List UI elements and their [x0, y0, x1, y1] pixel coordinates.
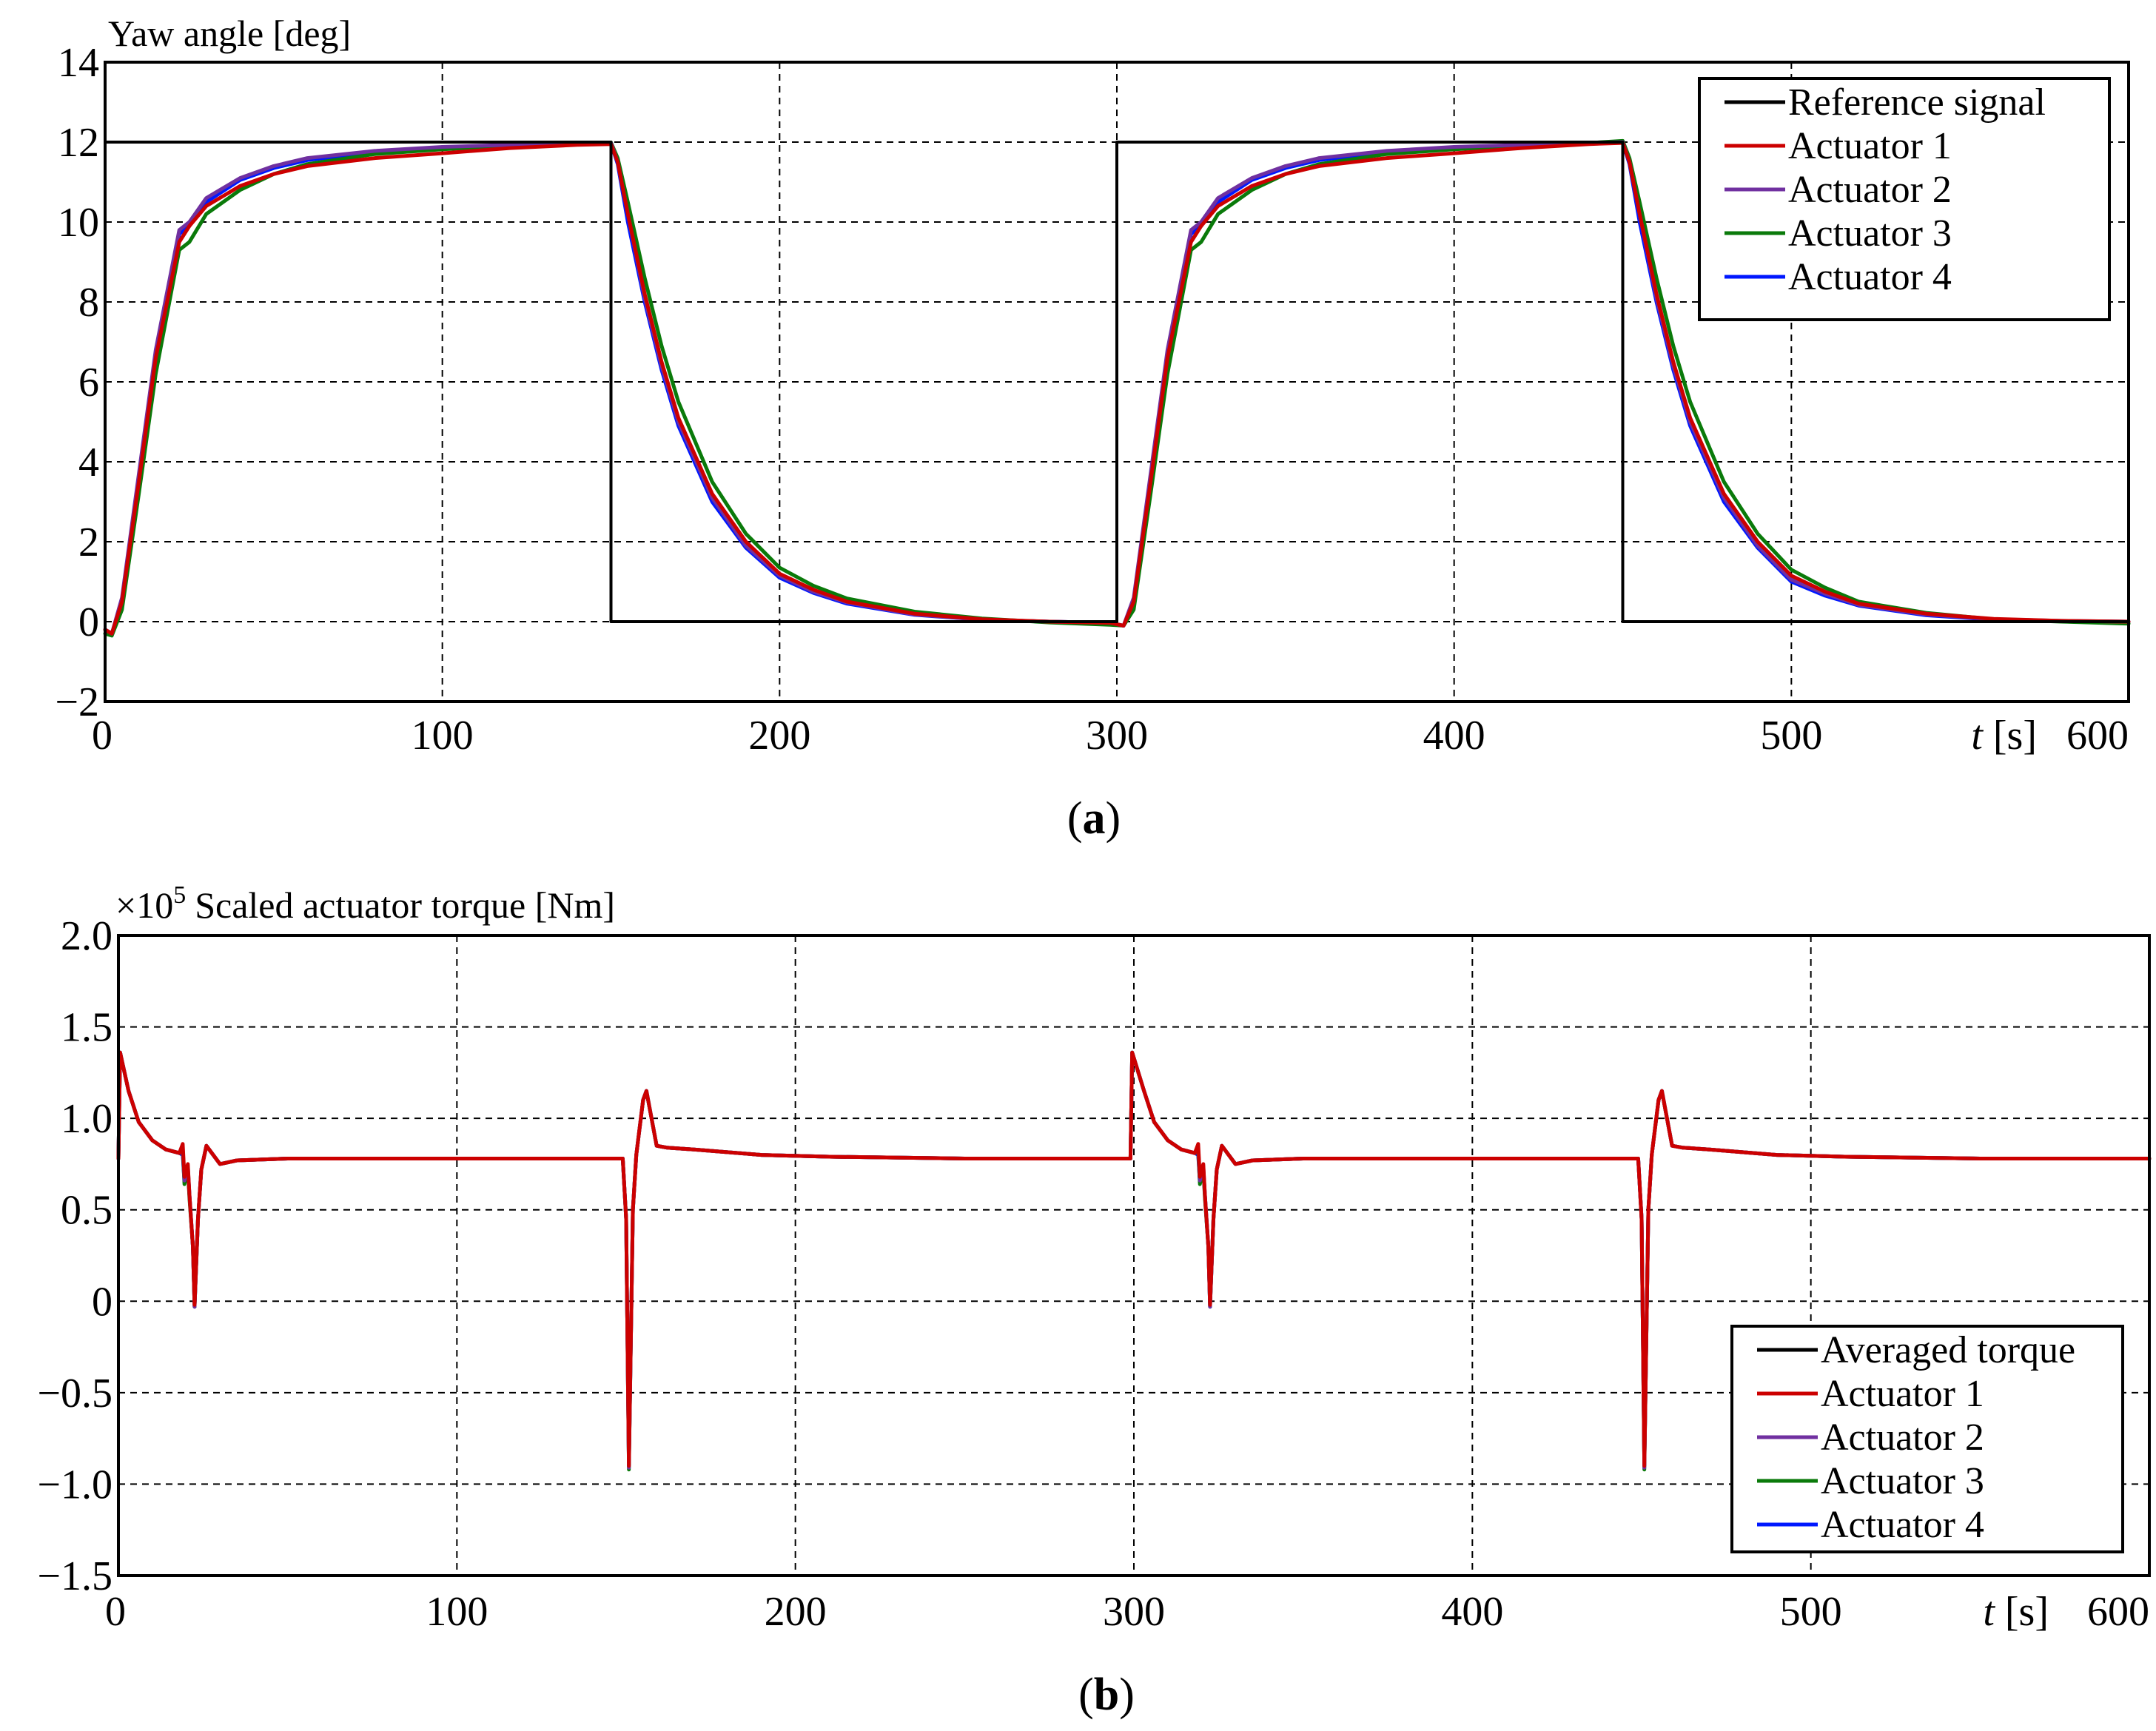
panel-a-ytick-label: 6 [78, 360, 99, 406]
panel-b-label-close: ) [1119, 1670, 1135, 1720]
panel-a-xtick-label: 300 [1086, 713, 1148, 759]
panel-b-ytick-label: 0 [92, 1279, 112, 1325]
panel-b-xtick-label: 500 [1780, 1589, 1842, 1635]
panel-b-xtick-label: 100 [426, 1589, 488, 1635]
panel-b-label-letter: b [1094, 1670, 1119, 1720]
panel-a-xtick-label: 0 [92, 713, 112, 759]
panel-b-legend-label: Actuator 1 [1821, 1373, 1984, 1415]
panel-a-ytick-label: 8 [78, 280, 99, 326]
panel-a-legend-label: Reference signal [1788, 81, 2046, 124]
panel-b-ytick-label: 1.0 [61, 1096, 112, 1142]
panel-b-xtick-label: 600 [2087, 1589, 2149, 1635]
panel-b-xtick-label: 200 [765, 1589, 827, 1635]
panel-b-legend-label: Actuator 4 [1821, 1504, 1984, 1546]
panel-a-legend-label: Actuator 2 [1788, 169, 1952, 211]
panel-b-xtick-label: 400 [1441, 1589, 1503, 1635]
panel-a-title: Yaw angle [deg] [108, 13, 351, 54]
panel-a-x-ticks: 0 100 200 300 400 500 600 [92, 713, 2129, 759]
panel-a-ytick-label: 12 [58, 120, 99, 166]
panel-a-label-letter: a [1083, 793, 1106, 844]
panel-b-title-exponent: 5 [173, 881, 186, 909]
panel-b-ytick-label: −1.5 [37, 1553, 112, 1599]
panel-b-title-text: Scaled actuator torque [Nm] [195, 884, 615, 926]
panel-b-x-axis-label: t [s] [1983, 1589, 2049, 1635]
panel-b-ytick-label: 1.5 [61, 1005, 112, 1051]
panel-a-xtick-label: 200 [748, 713, 810, 759]
panel-a-ytick-label: 10 [58, 200, 99, 246]
panel-a-ytick-label: 4 [78, 440, 99, 485]
panel-a-ytick-label: 14 [58, 40, 99, 86]
panel-a-legend-label: Actuator 4 [1788, 256, 1952, 298]
panel-b-series [116, 1050, 2152, 1472]
panel-a-xtick-label: 100 [412, 713, 474, 759]
panel-b-xtick-label: 0 [105, 1589, 126, 1635]
panel-a-ytick-label: −2 [55, 679, 99, 725]
panel-b-legend-label: Actuator 3 [1821, 1460, 1984, 1502]
panel-a-x-axis-unit: [s] [1993, 713, 2037, 759]
panel-a-xtick-label: 500 [1760, 713, 1822, 759]
panel-a-label-open: ( [1067, 793, 1083, 844]
panel-b-legend-label: Averaged torque [1821, 1329, 2075, 1371]
panel-b-series-actuator-1 [116, 1050, 2152, 1468]
panel-b-ytick-label: −0.5 [37, 1371, 112, 1416]
panel-b-legend-label: Actuator 2 [1821, 1416, 1984, 1459]
panel-b-ytick-label: −1.0 [37, 1462, 112, 1508]
panel-a-legend-label: Actuator 1 [1788, 125, 1952, 167]
panel-b-y-ticks: −1.5 −1.0 −0.5 0 0.5 1.0 1.5 2.0 [37, 913, 112, 1599]
panel-b-title-prefix: ×10 [115, 884, 173, 926]
panel-b-x-axis-var: t [1983, 1589, 1995, 1635]
panel-a-label-close: ) [1106, 793, 1121, 844]
panel-a-ytick-label: 2 [78, 520, 99, 565]
panel-a-y-ticks: −2 0 2 4 6 8 10 12 14 [55, 40, 99, 725]
panel-a-label: (a) [1067, 793, 1121, 844]
panel-b-label-open: ( [1078, 1670, 1094, 1720]
panel-a-xtick-label: 400 [1423, 713, 1485, 759]
panel-b-ytick-label: 0.5 [61, 1188, 112, 1234]
panel-b-x-ticks: 0 100 200 300 400 500 600 [105, 1589, 2149, 1635]
panel-a-x-axis-var: t [1971, 713, 1984, 759]
panel-a-frame [104, 61, 2130, 703]
panel-a-ytick-label: 0 [78, 599, 99, 645]
panel-a-xtick-label: 600 [2066, 713, 2129, 759]
panel-a-series-reference-signal [104, 141, 2130, 623]
panel-a-legend-label: Actuator 3 [1788, 212, 1952, 255]
panel-b: ×105 Scaled actuator torque [Nm] −1.5 −1.0… [37, 881, 2152, 1720]
panel-b-xtick-label: 300 [1103, 1589, 1165, 1635]
panel-a-x-axis-label: t [s] [1971, 713, 2037, 759]
panel-b-frame [117, 934, 2151, 1577]
panel-b-ytick-label: 2.0 [61, 913, 112, 959]
panel-a-series [103, 138, 2131, 638]
panel-b-x-axis-unit: [s] [2005, 1589, 2049, 1635]
panel-b-title: ×105 Scaled actuator torque [Nm] [115, 881, 615, 926]
panel-b-label: (b) [1078, 1670, 1135, 1720]
panel-a-legend-box [1698, 77, 2111, 321]
